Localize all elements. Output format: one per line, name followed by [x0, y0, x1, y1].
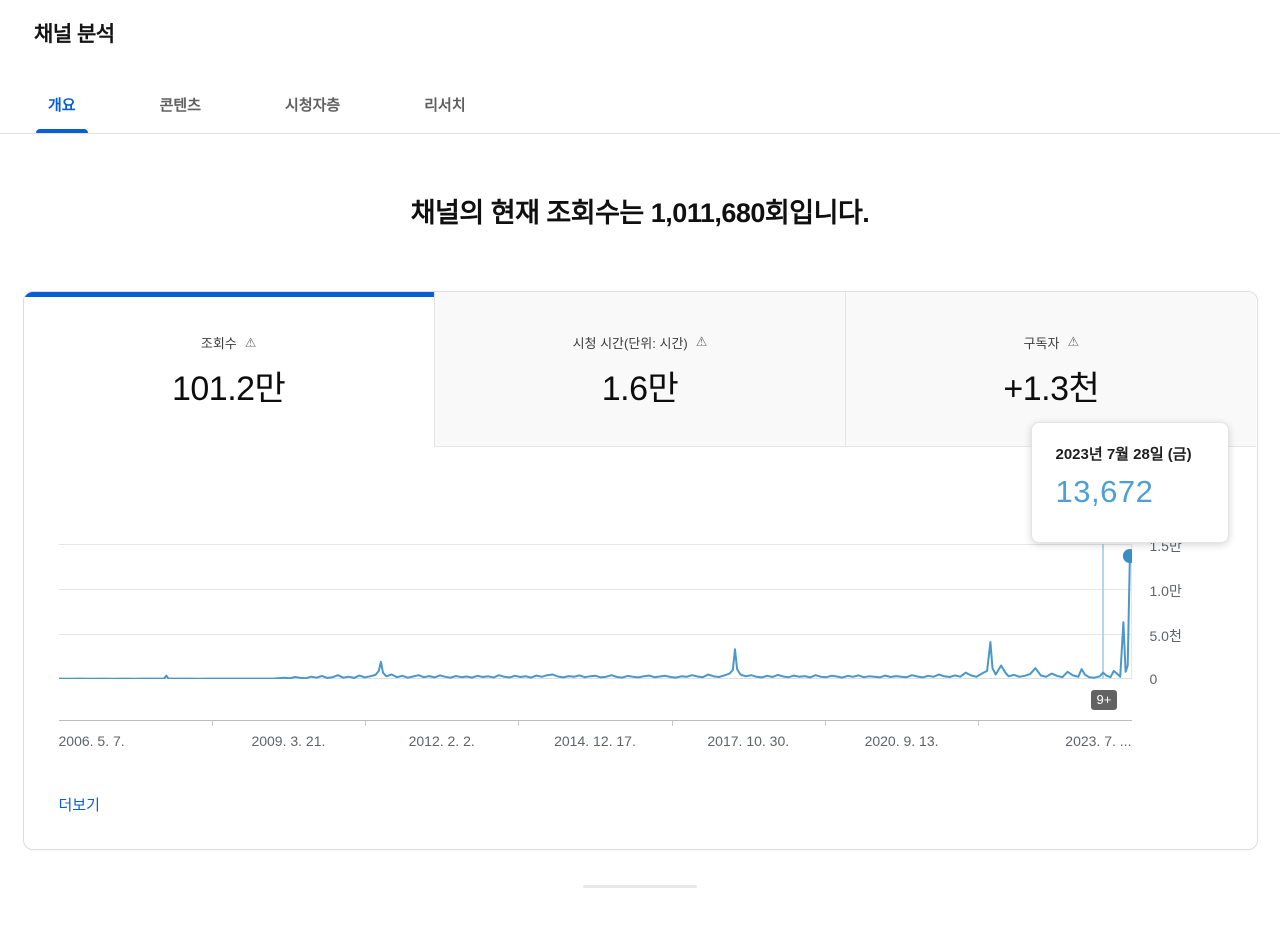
headline-prefix: 채널의 현재 조회수는	[410, 198, 651, 228]
tab-research[interactable]: 리서치	[424, 97, 466, 114]
x-axis-label: 2023. 7. ...	[1065, 733, 1132, 749]
bottom-divider-bar	[583, 885, 697, 888]
x-axis-labels: 2006. 5. 7. 2009. 3. 21. 2012. 2. 2. 201…	[59, 733, 1132, 749]
x-axis-label: 2014. 12. 17.	[554, 733, 636, 749]
tab-content[interactable]: 콘텐츠	[159, 97, 202, 114]
x-axis-label: 2012. 2. 2.	[408, 733, 475, 749]
metric-watch-time-label: 시청 시간(단위: 시간)	[572, 335, 688, 351]
views-series	[58, 555, 1131, 679]
page-title: 채널 분석	[34, 23, 115, 46]
metric-subscribers-value: +1.3천	[1003, 369, 1100, 408]
summary-headline: 채널의 현재 조회수는 1,011,680회입니다.	[0, 191, 1280, 230]
chart-tooltip: 2023년 7월 28일 (금) 13,672	[1030, 422, 1229, 543]
warning-icon[interactable]: ⚠	[1067, 334, 1080, 349]
y-axis-label: 1.0만	[1149, 583, 1182, 599]
chart-plot-area[interactable]	[58, 544, 1132, 679]
tooltip-value: 13,672	[1055, 474, 1154, 509]
axis-tick	[518, 721, 520, 726]
x-axis-label: 2017. 10. 30.	[707, 733, 790, 749]
tab-overview[interactable]: 개요	[26, 88, 98, 133]
axis-tick	[671, 721, 673, 726]
tab-audience[interactable]: 시청자층	[285, 97, 341, 114]
data-point-marker[interactable]	[1122, 549, 1132, 563]
metric-tab-views[interactable]: 조회수 ⚠ 101.2만	[23, 292, 435, 447]
metric-views-label: 조회수	[200, 336, 237, 351]
y-axis-label: 5.0천	[1149, 628, 1182, 644]
tooltip-date: 2023년 7월 28일 (금)	[1055, 446, 1192, 463]
overflow-count-badge: 9+	[1090, 690, 1118, 710]
analytics-nav-tabs: 개요 콘텐츠 시청자층 리서치	[0, 88, 1280, 134]
x-axis-label: 2006. 5. 7.	[58, 733, 125, 749]
metric-views-value: 101.2만	[171, 370, 286, 408]
metric-watch-time-value: 1.6만	[601, 369, 679, 408]
metric-tab-subscribers[interactable]: 구독자 ⚠ +1.3천	[845, 292, 1257, 447]
see-more-link[interactable]: 더보기	[58, 797, 100, 814]
metric-subscribers-label: 구독자	[1023, 335, 1060, 351]
x-axis-label: 2009. 3. 21.	[251, 733, 326, 749]
axis-tick	[978, 721, 980, 726]
warning-icon[interactable]: ⚠	[695, 334, 708, 349]
views-line-chart[interactable]: 1.5만 1.0만 5.0천 0 2006. 5. 7. 2009. 3. 21…	[24, 447, 1257, 850]
headline-total-views: 1,011,680	[650, 198, 766, 228]
headline-suffix: 회입니다.	[764, 198, 870, 228]
analytics-card: 조회수 ⚠ 101.2만 시청 시간(단위: 시간) ⚠ 1.6만 구독자 ⚠ …	[22, 291, 1258, 850]
metric-tab-watch-time[interactable]: 시청 시간(단위: 시간) ⚠ 1.6만	[433, 292, 846, 447]
axis-tick	[365, 721, 367, 726]
y-axis-label: 0	[1149, 671, 1158, 687]
x-axis-line	[58, 720, 1132, 726]
x-axis-label: 2020. 9. 13.	[864, 733, 939, 749]
axis-tick	[211, 721, 213, 726]
warning-icon[interactable]: ⚠	[244, 334, 257, 350]
axis-tick	[824, 721, 826, 726]
metric-tabs: 조회수 ⚠ 101.2만 시청 시간(단위: 시간) ⚠ 1.6만 구독자 ⚠ …	[23, 292, 1257, 447]
